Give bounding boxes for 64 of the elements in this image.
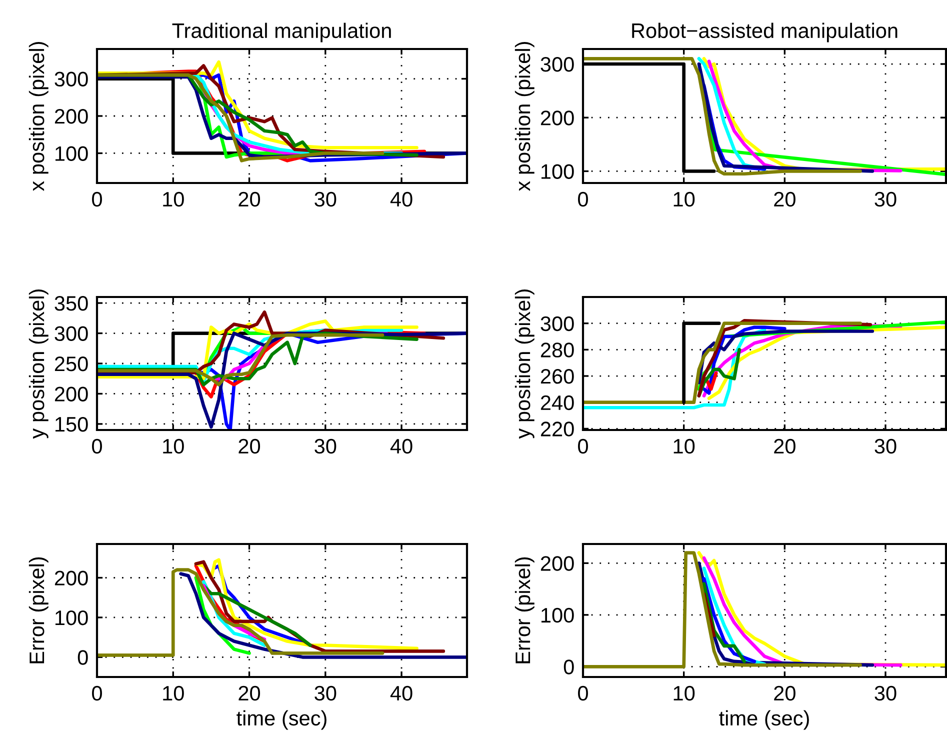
x-tick-label: 30 (874, 192, 896, 207)
x-tick-label: 30 (874, 686, 896, 701)
y-tick-label: 300 (54, 72, 88, 87)
x-tick-label: 0 (92, 686, 102, 701)
y-tick-label: 0 (564, 660, 574, 674)
line-series (583, 56, 862, 176)
y-tick-label: 200 (54, 109, 88, 124)
x-tick-label: 30 (874, 438, 896, 454)
y-tick-label: 100 (542, 164, 574, 179)
x-tick-label: 0 (92, 192, 102, 207)
y-tick-label: 260 (540, 369, 574, 384)
y-tick-label: 100 (56, 146, 88, 161)
x-tick-label: 30 (314, 438, 336, 454)
y-tick-label: 200 (54, 386, 88, 402)
line-series (583, 322, 862, 404)
x-tick-label: 10 (163, 438, 184, 454)
y-tick-label: 220 (540, 422, 574, 436)
y-axis-title: x position (pixel) (514, 42, 534, 192)
x-tick-label: 20 (774, 686, 796, 701)
line-series (583, 551, 862, 668)
y-tick-label: 150 (56, 416, 88, 432)
line-series (179, 572, 467, 659)
y-axis-title: x position (pixel) (28, 42, 48, 192)
x-axis-title: time (sec) (236, 710, 326, 730)
x-tick-label: 40 (390, 192, 412, 207)
y-tick-label: 300 (540, 316, 574, 332)
x-tick-label: 0 (578, 686, 588, 701)
x-tick-label: 20 (238, 192, 260, 207)
y-axis-title: Error (pixel) (28, 557, 48, 664)
x-tick-label: 40 (390, 438, 412, 454)
y-tick-label: 200 (540, 110, 574, 126)
y-tick-label: 200 (54, 570, 88, 586)
y-tick-label: 250 (54, 356, 88, 372)
x-tick-label: 30 (314, 686, 336, 701)
y-tick-label: 0 (78, 650, 88, 665)
x-tick-label: 10 (674, 192, 695, 207)
y-tick-label: 100 (542, 608, 574, 623)
x-tick-label: 20 (774, 192, 796, 207)
y-tick-label: 240 (540, 395, 574, 410)
x-tick-label: 40 (390, 686, 412, 701)
x-tick-label: 10 (163, 686, 184, 701)
x-tick-label: 20 (774, 438, 796, 454)
x-axis-title: time (sec) (719, 710, 809, 730)
y-axis-title: Error (pixel) (514, 557, 534, 664)
y-tick-label: 280 (540, 342, 574, 358)
chart-title: Robot−assisted manipulation (632, 22, 898, 42)
y-tick-label: 300 (54, 326, 88, 342)
x-tick-label: 20 (238, 686, 260, 701)
x-tick-label: 20 (238, 438, 260, 454)
x-tick-label: 10 (163, 192, 184, 207)
y-tick-label: 350 (54, 296, 88, 311)
x-tick-label: 0 (578, 438, 588, 454)
y-tick-label: 100 (56, 610, 88, 626)
line-series (97, 568, 384, 657)
chart-title: Traditional manipulation (172, 22, 391, 42)
y-axis-title: y position (pixel) (514, 290, 534, 439)
x-tick-label: 0 (578, 192, 588, 207)
x-tick-label: 10 (674, 438, 695, 454)
x-tick-label: 10 (674, 686, 695, 701)
x-tick-label: 30 (314, 192, 336, 207)
x-tick-label: 0 (92, 438, 102, 454)
y-axis-title: y position (pixel) (28, 290, 48, 439)
y-tick-label: 300 (540, 57, 574, 72)
y-tick-label: 200 (540, 556, 574, 571)
